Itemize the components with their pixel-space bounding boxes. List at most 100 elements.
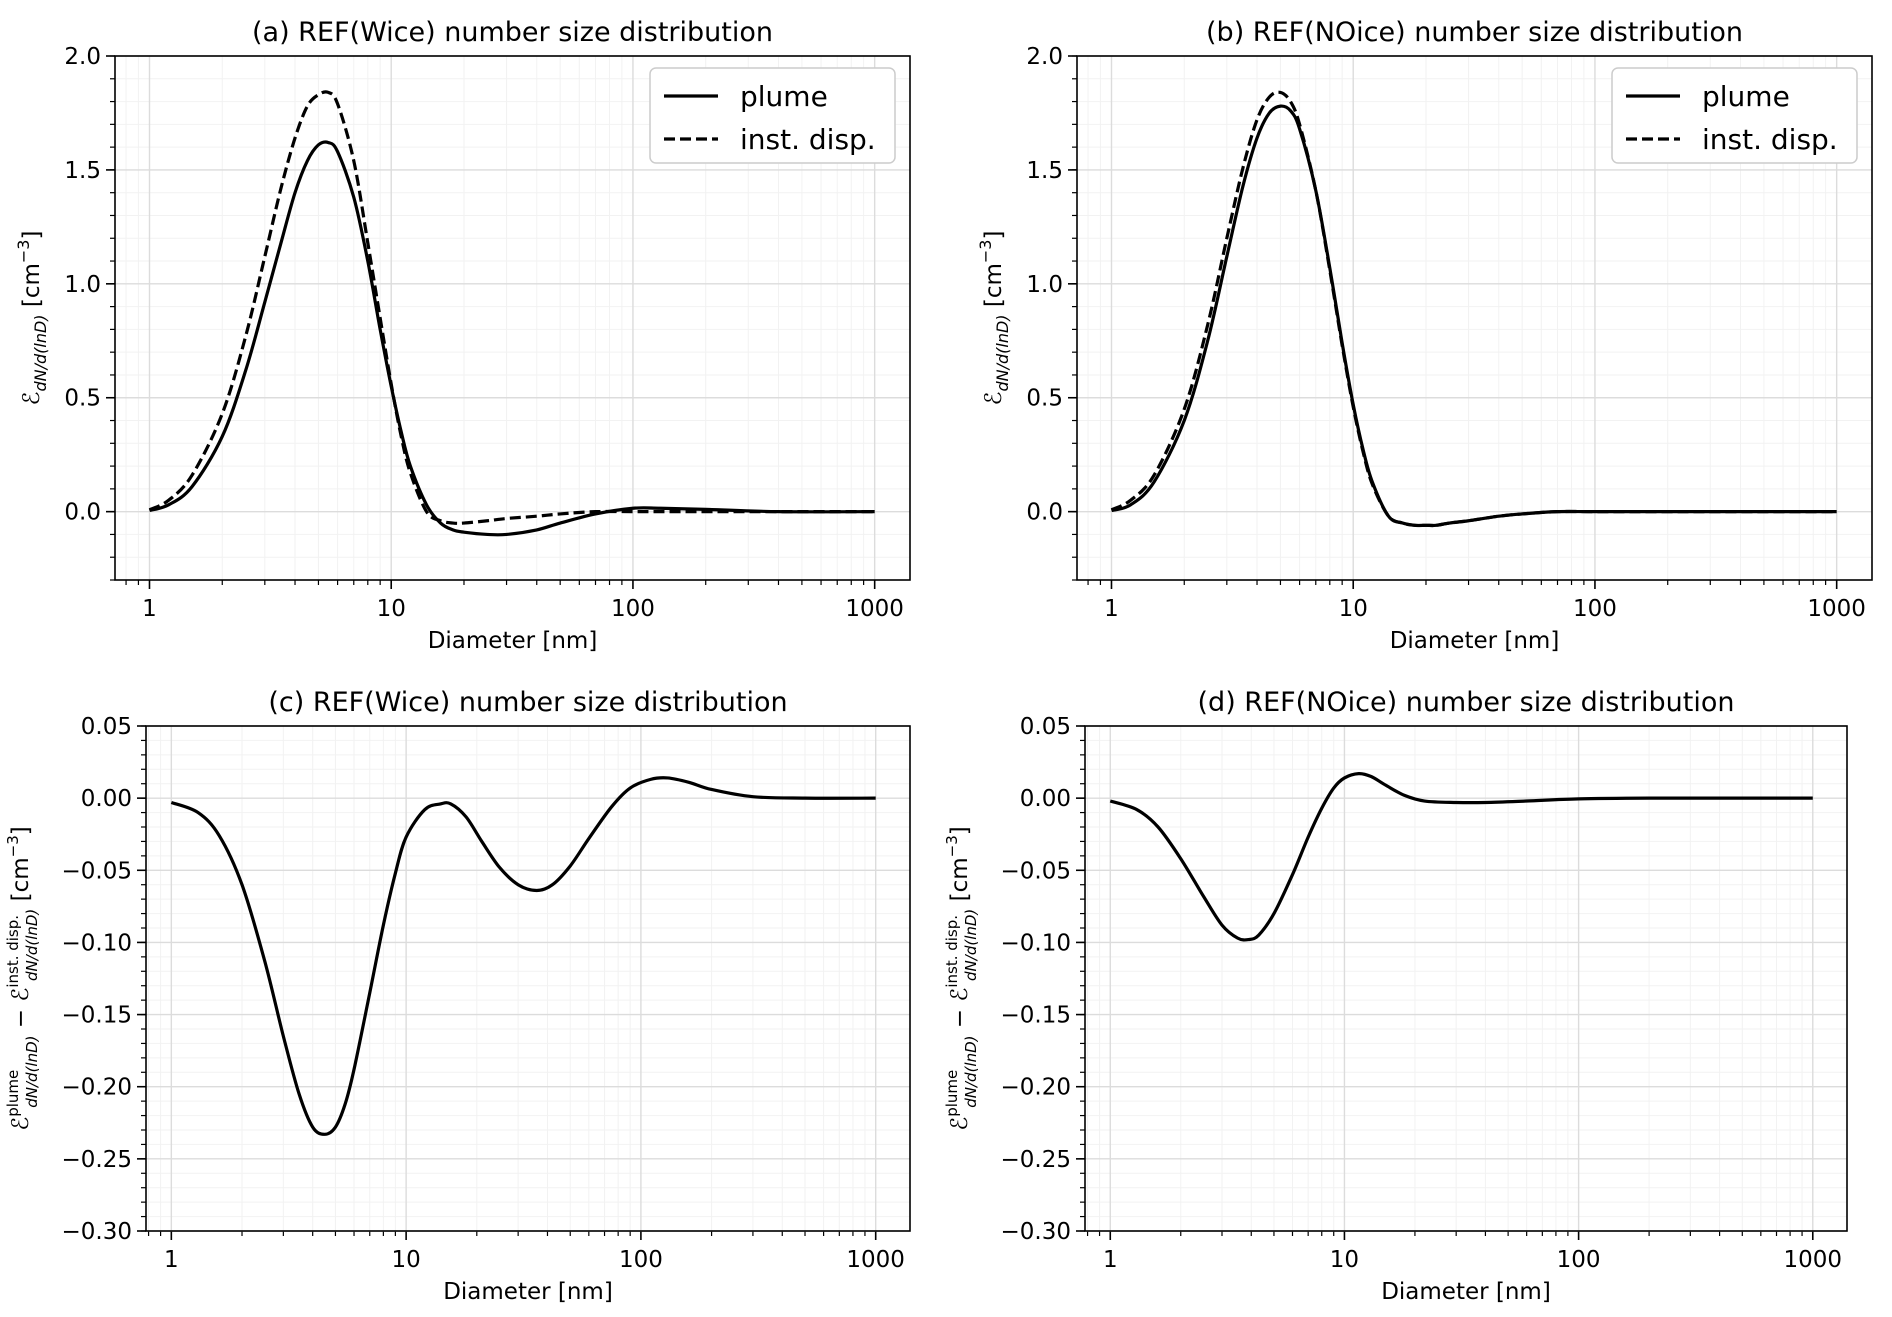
y-axis-label-part: ℰ <box>8 1117 34 1131</box>
y-tick-label: 1.0 <box>64 272 101 298</box>
x-tick-label: 1 <box>164 1247 179 1273</box>
x-tick-label: 100 <box>611 596 655 622</box>
series-line-difference <box>1109 771 1813 942</box>
y-tick-label: −0.05 <box>1001 858 1071 884</box>
x-tick-label: 1000 <box>1784 1247 1843 1273</box>
y-tick-label: 0.5 <box>1026 386 1063 412</box>
legend-label-0: plume <box>1702 80 1790 113</box>
y-tick-label: 0.00 <box>81 786 132 812</box>
series-line-difference <box>170 776 876 1136</box>
chart-title: (c) REF(Wice) number size distribution <box>268 687 787 718</box>
y-tick-label: −0.10 <box>62 930 132 956</box>
plot-frame <box>1084 725 1848 1232</box>
x-tick-label: 1 <box>142 596 157 622</box>
series-line-plume <box>1111 104 1837 528</box>
x-tick-label: 1 <box>1103 1247 1118 1273</box>
x-axis-label: Diameter [nm] <box>428 628 598 654</box>
chart-title: (a) REF(Wice) number size distribution <box>252 17 773 48</box>
y-tick-label: −0.05 <box>62 858 132 884</box>
y-tick-label: −0.15 <box>1001 1003 1071 1029</box>
legend-box <box>649 67 896 164</box>
x-tick-label: 1 <box>1104 596 1119 622</box>
chart-panel-2: 1 10 100 1000 −0.30 −0.25 −0.20 −0.15 −0.10 −0.05… <box>4 687 911 1305</box>
y-axis-label-part: −3 <box>4 835 22 857</box>
y-axis-label-part: ] <box>947 826 973 835</box>
y-axis-label-part: − ℰ <box>947 988 973 1036</box>
legend: plume inst. disp. <box>1611 67 1858 164</box>
y-tick-label: −0.20 <box>1001 1075 1071 1101</box>
y-axis-label-part: −3 <box>14 240 33 264</box>
series-line-plume <box>149 140 875 537</box>
y-axis-label-part: dN/d(lnD) <box>23 1036 41 1108</box>
y-axis-label-part: dN/d(lnD) <box>993 314 1012 391</box>
x-tick-label: 100 <box>1573 596 1617 622</box>
chart-panel-3: 1 10 100 1000 −0.30 −0.25 −0.20 −0.15 −0.10 −0.05… <box>943 687 1848 1305</box>
chart-panel-1: 1 10 100 1000 0.0 0.5 1.0 1.5 2.0 (b) REF(NOice) … <box>976 17 1873 654</box>
plot-frame <box>145 725 911 1232</box>
y-axis-label-part: inst. disp. <box>4 915 22 988</box>
y-tick-label: 0.05 <box>1020 714 1071 740</box>
x-axis-label: Diameter [nm] <box>1381 1279 1551 1305</box>
legend-label-1: inst. disp. <box>740 123 876 156</box>
plot-frame <box>1076 55 1873 581</box>
y-tick-label: 1.5 <box>64 158 101 184</box>
y-axis-label: ℰplumedN/d(lnD) − ℰinst. disp.dN/d(lnD) … <box>4 826 41 1130</box>
y-axis-label-part: [cm <box>981 263 1007 314</box>
y-axis-label: ℰplumedN/d(lnD) − ℰinst. disp.dN/d(lnD) … <box>943 826 980 1130</box>
y-axis-label-part: − ℰ <box>8 988 34 1036</box>
y-tick-label: 2.0 <box>64 44 101 70</box>
x-tick-label: 1000 <box>845 596 904 622</box>
y-tick-label: −0.15 <box>62 1003 132 1029</box>
y-tick-label: −0.30 <box>62 1219 132 1245</box>
legend-label-0: plume <box>740 80 828 113</box>
y-axis-label-part: −3 <box>976 240 995 264</box>
y-axis-label-part: ] <box>19 231 45 240</box>
y-axis-label-part: plume <box>4 1070 22 1117</box>
y-tick-label: −0.20 <box>62 1075 132 1101</box>
y-axis-label: ℰdN/d(lnD) [cm−3] <box>14 231 50 406</box>
y-axis-label-part: ℰ <box>947 1117 973 1131</box>
y-tick-label: 1.5 <box>1026 158 1063 184</box>
y-axis-label-part: ] <box>981 231 1007 240</box>
y-axis-label-part: dN/d(lnD) <box>962 1036 980 1108</box>
y-axis-label: ℰdN/d(lnD) [cm−3] <box>976 231 1012 406</box>
x-tick-label: 10 <box>391 1247 420 1273</box>
legend-box <box>1611 67 1858 164</box>
y-axis-label-part: plume <box>943 1070 961 1117</box>
x-tick-label: 100 <box>1557 1247 1601 1273</box>
series-line-inst--disp- <box>1110 90 1837 528</box>
y-tick-label: 1.0 <box>1026 272 1063 298</box>
y-tick-label: 0.0 <box>1026 500 1063 526</box>
x-tick-label: 100 <box>619 1247 663 1273</box>
y-axis-label-part: [cm <box>947 857 973 908</box>
x-axis-label: Diameter [nm] <box>1390 628 1560 654</box>
y-axis-label-part: −3 <box>943 835 961 857</box>
y-tick-label: 0.0 <box>64 500 101 526</box>
y-tick-label: 0.5 <box>64 386 101 412</box>
x-axis-label: Diameter [nm] <box>443 1279 613 1305</box>
y-tick-label: −0.30 <box>1001 1219 1071 1245</box>
y-axis-label-part: [cm <box>19 263 45 314</box>
y-tick-label: −0.25 <box>1001 1147 1071 1173</box>
x-tick-label: 10 <box>1330 1247 1359 1273</box>
y-axis-label-part: ] <box>8 826 34 835</box>
chart-title: (b) REF(NOice) number size distribution <box>1206 17 1743 48</box>
y-axis-label-part: ℰ <box>19 392 45 406</box>
y-tick-label: −0.10 <box>1001 930 1071 956</box>
legend-label-1: inst. disp. <box>1702 123 1838 156</box>
y-axis-label-part: dN/d(lnD) <box>962 909 980 981</box>
y-tick-label: −0.25 <box>62 1147 132 1173</box>
y-axis-label-part: inst. disp. <box>943 915 961 988</box>
x-tick-label: 1000 <box>846 1247 905 1273</box>
y-tick-label: 0.00 <box>1020 786 1071 812</box>
y-axis-label-part: dN/d(lnD) <box>23 909 41 981</box>
x-tick-label: 10 <box>1339 596 1368 622</box>
legend: plume inst. disp. <box>649 67 896 164</box>
x-tick-label: 1000 <box>1807 596 1866 622</box>
plot-frame <box>114 55 911 581</box>
chart-title: (d) REF(NOice) number size distribution <box>1198 687 1735 718</box>
y-tick-label: 0.05 <box>81 714 132 740</box>
y-tick-label: 2.0 <box>1026 44 1063 70</box>
y-axis-label-part: [cm <box>8 857 34 908</box>
